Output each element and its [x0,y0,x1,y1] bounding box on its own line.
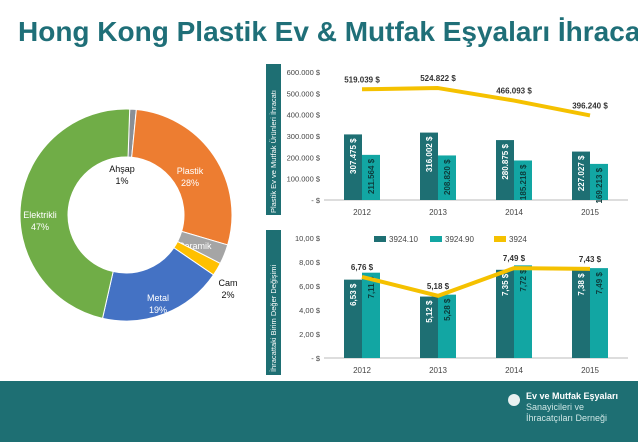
legend-swatch [494,236,506,242]
donut-label-line: 47% [31,222,49,232]
y-tick-label: 10,00 $ [295,234,321,243]
association-name-line-2: Sanayicileri ve [526,402,585,412]
bar [514,265,532,358]
bar-value-label: 6,53 $ [349,283,358,306]
bar-value-label: 7,72 $ [519,269,528,292]
y-tick-label: 6,00 $ [299,282,321,291]
page-title: Hong Kong Plastik Ev & Mutfak Eşyaları İ… [18,16,638,47]
bar [590,268,608,358]
y-tick-label: 300.000 $ [287,132,321,141]
bar-value-label: 7,11 $ [367,276,376,298]
y-tick-label: 100.000 $ [287,175,321,184]
donut-label-line: Plastik [177,166,204,176]
x-tick-label: 2013 [429,208,447,217]
bar-value-label: 7,49 $ [595,272,604,295]
donut-label-line: 2% [221,290,234,300]
donut-label-line: Metal [147,293,169,303]
bar [496,269,514,358]
bar [514,160,532,200]
x-tick-label: 2015 [581,208,599,217]
association-name-line-3: İhracatçıları Derneği [526,413,608,423]
donut-label: Ahşap 1% [109,164,135,186]
donut-label-line: Seramik [178,241,212,251]
donut-label-line: 19% [149,305,167,315]
bar-value-label: 185.218 $ [519,164,528,200]
association-logo [508,394,520,406]
line-value-label: 5,18 $ [427,282,450,291]
donut-label: Plastik 28% [177,166,204,188]
x-tick-label: 2014 [505,366,523,375]
y-tick-label: 600.000 $ [287,68,321,77]
footer-band [0,381,638,442]
donut-slice [131,108,233,246]
line-value-label: 524.822 $ [420,74,456,83]
x-tick-label: 2014 [505,208,523,217]
donut-label-line: Ahşap [109,164,135,174]
y-tick-label: - $ [311,196,321,205]
donut-label: Elektrikli 47% [23,210,57,232]
y-tick-label: 4,00 $ [299,306,321,315]
association-name-line-1: Ev ve Mutfak Eşyaları [526,391,619,401]
unit-value-chart: - $ 2,00 $ 4,00 $ 6,00 $ 8,00 $ 10,00 $ 6,53 $… [295,234,628,375]
x-tick-label: 2013 [429,366,447,375]
bar-value-label: 7,38 $ [577,273,586,296]
bottom-chart-axis-band [266,230,281,375]
y-tick-label: 200.000 $ [287,153,321,162]
x-tick-label: 2012 [353,366,371,375]
bar-value-label: 169.213 $ [595,167,604,203]
donut-label: Metal 19% [147,293,169,315]
bar-value-label: 7,35 $ [501,273,510,296]
donut-label-line: 1% [115,176,128,186]
trend-line [361,266,591,298]
bar [362,154,380,200]
legend-label: 3924.90 [445,235,474,244]
line-value-label: 519.039 $ [344,75,380,84]
bar [362,272,380,358]
donut-label-line: Elektrikli [23,210,57,220]
bar-value-label: 307.475 $ [349,138,358,174]
category-donut-chart: Ahşap1%Plastik28%Seramik3%Cam2%Metal19%E… [19,108,238,322]
bar [420,132,438,200]
bar [438,294,456,358]
bar [344,134,362,200]
bar-value-label: 227.027 $ [577,155,586,191]
y-tick-label: - $ [311,354,321,363]
top-chart-axis-band [266,64,281,215]
donut-slice [19,108,131,319]
line-value-label: 7,43 $ [579,255,602,264]
x-tick-label: 2012 [353,208,371,217]
bar [420,296,438,358]
bar [572,151,590,200]
association-name: Ev ve Mutfak Eşyaları Sanayicileri ve İh… [526,391,618,424]
legend-swatch [430,236,442,242]
bar [438,155,456,200]
line-value-label: 466.093 $ [496,87,532,96]
line-value-label: 7,49 $ [503,254,526,263]
bar-value-label: 5,28 $ [443,298,452,321]
x-tick-label: 2015 [581,366,599,375]
line-value-label: 6,76 $ [351,263,374,272]
bar [572,269,590,358]
y-tick-label: 2,00 $ [299,330,321,339]
bar-value-label: 208.820 $ [443,159,452,195]
bar-value-label: 316.002 $ [425,136,434,172]
trend-line [361,86,591,118]
bar [344,279,362,358]
bar-value-label: 211.564 $ [367,158,376,194]
export-value-chart: - $ 100.000 $ 200.000 $ 300.000 $ 400.000 $ 5… [287,68,628,217]
y-tick-label: 400.000 $ [287,111,321,120]
bar [496,140,514,200]
bar-value-label: 5,12 $ [425,300,434,323]
line-value-label: 396.240 $ [572,101,608,110]
legend-label: 3924.10 [389,235,418,244]
bar-value-label: 280.875 $ [501,144,510,180]
donut-label: Cam 2% [218,278,237,300]
y-tick-label: 500.000 $ [287,89,321,98]
y-tick-label: 8,00 $ [299,258,321,267]
donut-label-line: Cam [218,278,237,288]
legend-label: 3924 [509,235,527,244]
bar [590,163,608,200]
donut-label-line: 28% [181,178,199,188]
legend-swatch [374,236,386,242]
